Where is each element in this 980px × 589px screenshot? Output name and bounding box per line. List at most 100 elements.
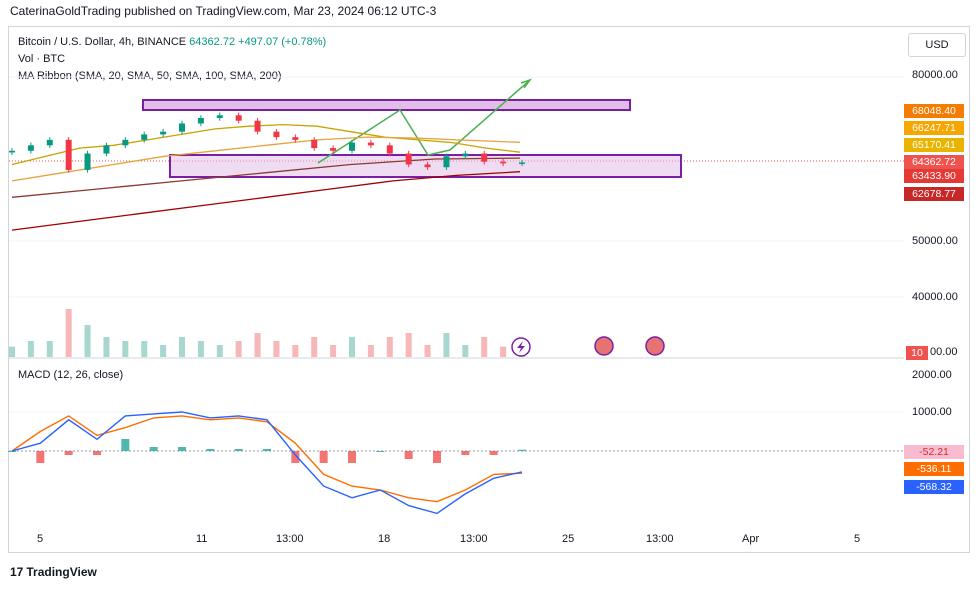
candle-body [405,153,412,165]
price-axis-label: 00.00 [930,346,958,358]
tradingview-brand: TradingView [26,565,97,579]
volume-bar [292,345,299,357]
macd-histogram-bar [518,449,526,451]
volume-bar [179,337,185,357]
candle-body [443,156,450,168]
tradingview-logo-icon: 17 [10,565,24,579]
volume-bar [424,345,431,357]
volume-bar [235,341,242,357]
volume-bar [46,341,53,357]
volume-legend[interactable]: Vol · BTC [18,53,66,65]
candle-body [103,145,110,154]
candle-body [273,131,280,138]
price-axis-label: 80000.00 [912,69,958,81]
price-tag-countdown: 63433.90 [904,169,964,183]
candle-body [179,123,185,132]
time-axis-label: 5 [37,533,44,545]
macd-histogram-bar [8,451,16,452]
tradingview-footer: 17 TradingView [10,565,97,579]
macd-histogram-bar [291,451,300,463]
volume-bar [405,333,412,357]
resistance-zone [142,99,631,111]
macd-histogram-bar [376,451,385,452]
ma-line-sma-200 [11,171,521,231]
price-tag-sma200: 62678.77 [904,187,964,201]
volume-bar [349,337,355,357]
macd-histogram-bar [93,451,101,455]
time-axis-label: 13:00 [276,533,304,545]
candle-body [292,137,299,140]
macd-histogram-bar [234,449,243,451]
candle-body [197,118,204,124]
candle-body [27,145,34,151]
candle-body [462,153,469,157]
last-price: 64362.72 [189,36,236,48]
volume-bar [311,337,318,357]
candle-body [311,139,318,149]
volume-bar [84,325,91,357]
volume-bar [481,337,488,357]
price-axis-label: 50000.00 [912,235,958,247]
macd-histogram-bar [36,451,45,463]
candle-body [519,162,525,164]
macd-histogram-bar [489,451,498,455]
ma-ribbon-legend[interactable]: MA Ribbon (SMA, 20, SMA, 50, SMA, 100, S… [18,70,282,82]
candle-body [481,153,488,162]
macd-histogram-bar [121,439,130,451]
volume-bar [462,345,469,357]
volume-bar [160,345,167,357]
volume-bar [254,333,261,357]
volume-badge: 10 [906,346,928,360]
macd-histogram-bar [404,451,413,459]
volume-bar [122,341,129,357]
volume-bar [141,341,148,357]
volume-bar [216,345,223,357]
volume-bar [443,333,450,357]
volume-bar [27,341,34,357]
volume-bar [273,341,280,357]
price-tag-sma50: 68048.40 [904,104,964,118]
macd-histogram-bar [64,451,73,455]
time-axis-label: 11 [196,533,208,545]
candle-body [330,148,337,151]
price-tag-last: 64362.72 [904,155,964,169]
us-flag-event-icon [645,336,665,356]
volume-bar [500,346,507,357]
macd-histogram-bar [263,449,271,451]
candle-body [386,145,393,154]
candle-body [46,139,53,146]
ma-line-sma-20 [11,123,521,166]
volume-bar [65,309,72,357]
candle-body [500,161,507,164]
ma-line-sma-100 [11,157,521,198]
macd-signal-line [11,415,523,503]
projection-arrowhead [520,78,533,89]
lightning-event-glyph [517,341,525,353]
chart-frame[interactable] [8,26,970,553]
price-tag-sma20: 66247.71 [904,121,964,135]
us-flag-event-icon [594,336,614,356]
volume-bar [9,346,15,357]
ma-line-sma-50 [11,136,521,182]
macd-histogram-bar [319,451,328,463]
time-axis-label: 18 [378,533,391,545]
macd-histogram-bar [348,451,356,463]
macd-line-tag: -568.32 [904,480,964,494]
candle-body [160,131,167,135]
time-axis-label: 25 [562,533,575,545]
volume-bar [386,337,393,357]
symbol-legend: Bitcoin / U.S. Dollar, 4h, BINANCE 64362… [18,36,326,48]
time-axis-label: 13:00 [460,533,488,545]
currency-button[interactable]: USD [908,33,966,57]
time-axis-label: Apr [742,533,760,545]
macd-legend[interactable]: MACD (12, 26, close) [18,369,124,381]
projection-path [317,79,531,164]
candle-body [235,115,242,121]
price-tag-sma100: 65170.41 [904,138,964,152]
candle-body [65,139,72,170]
candle-body [84,153,91,170]
price-axis-label: 40000.00 [912,291,958,303]
candle-body [349,142,355,151]
macd-histogram-bar [206,449,215,451]
